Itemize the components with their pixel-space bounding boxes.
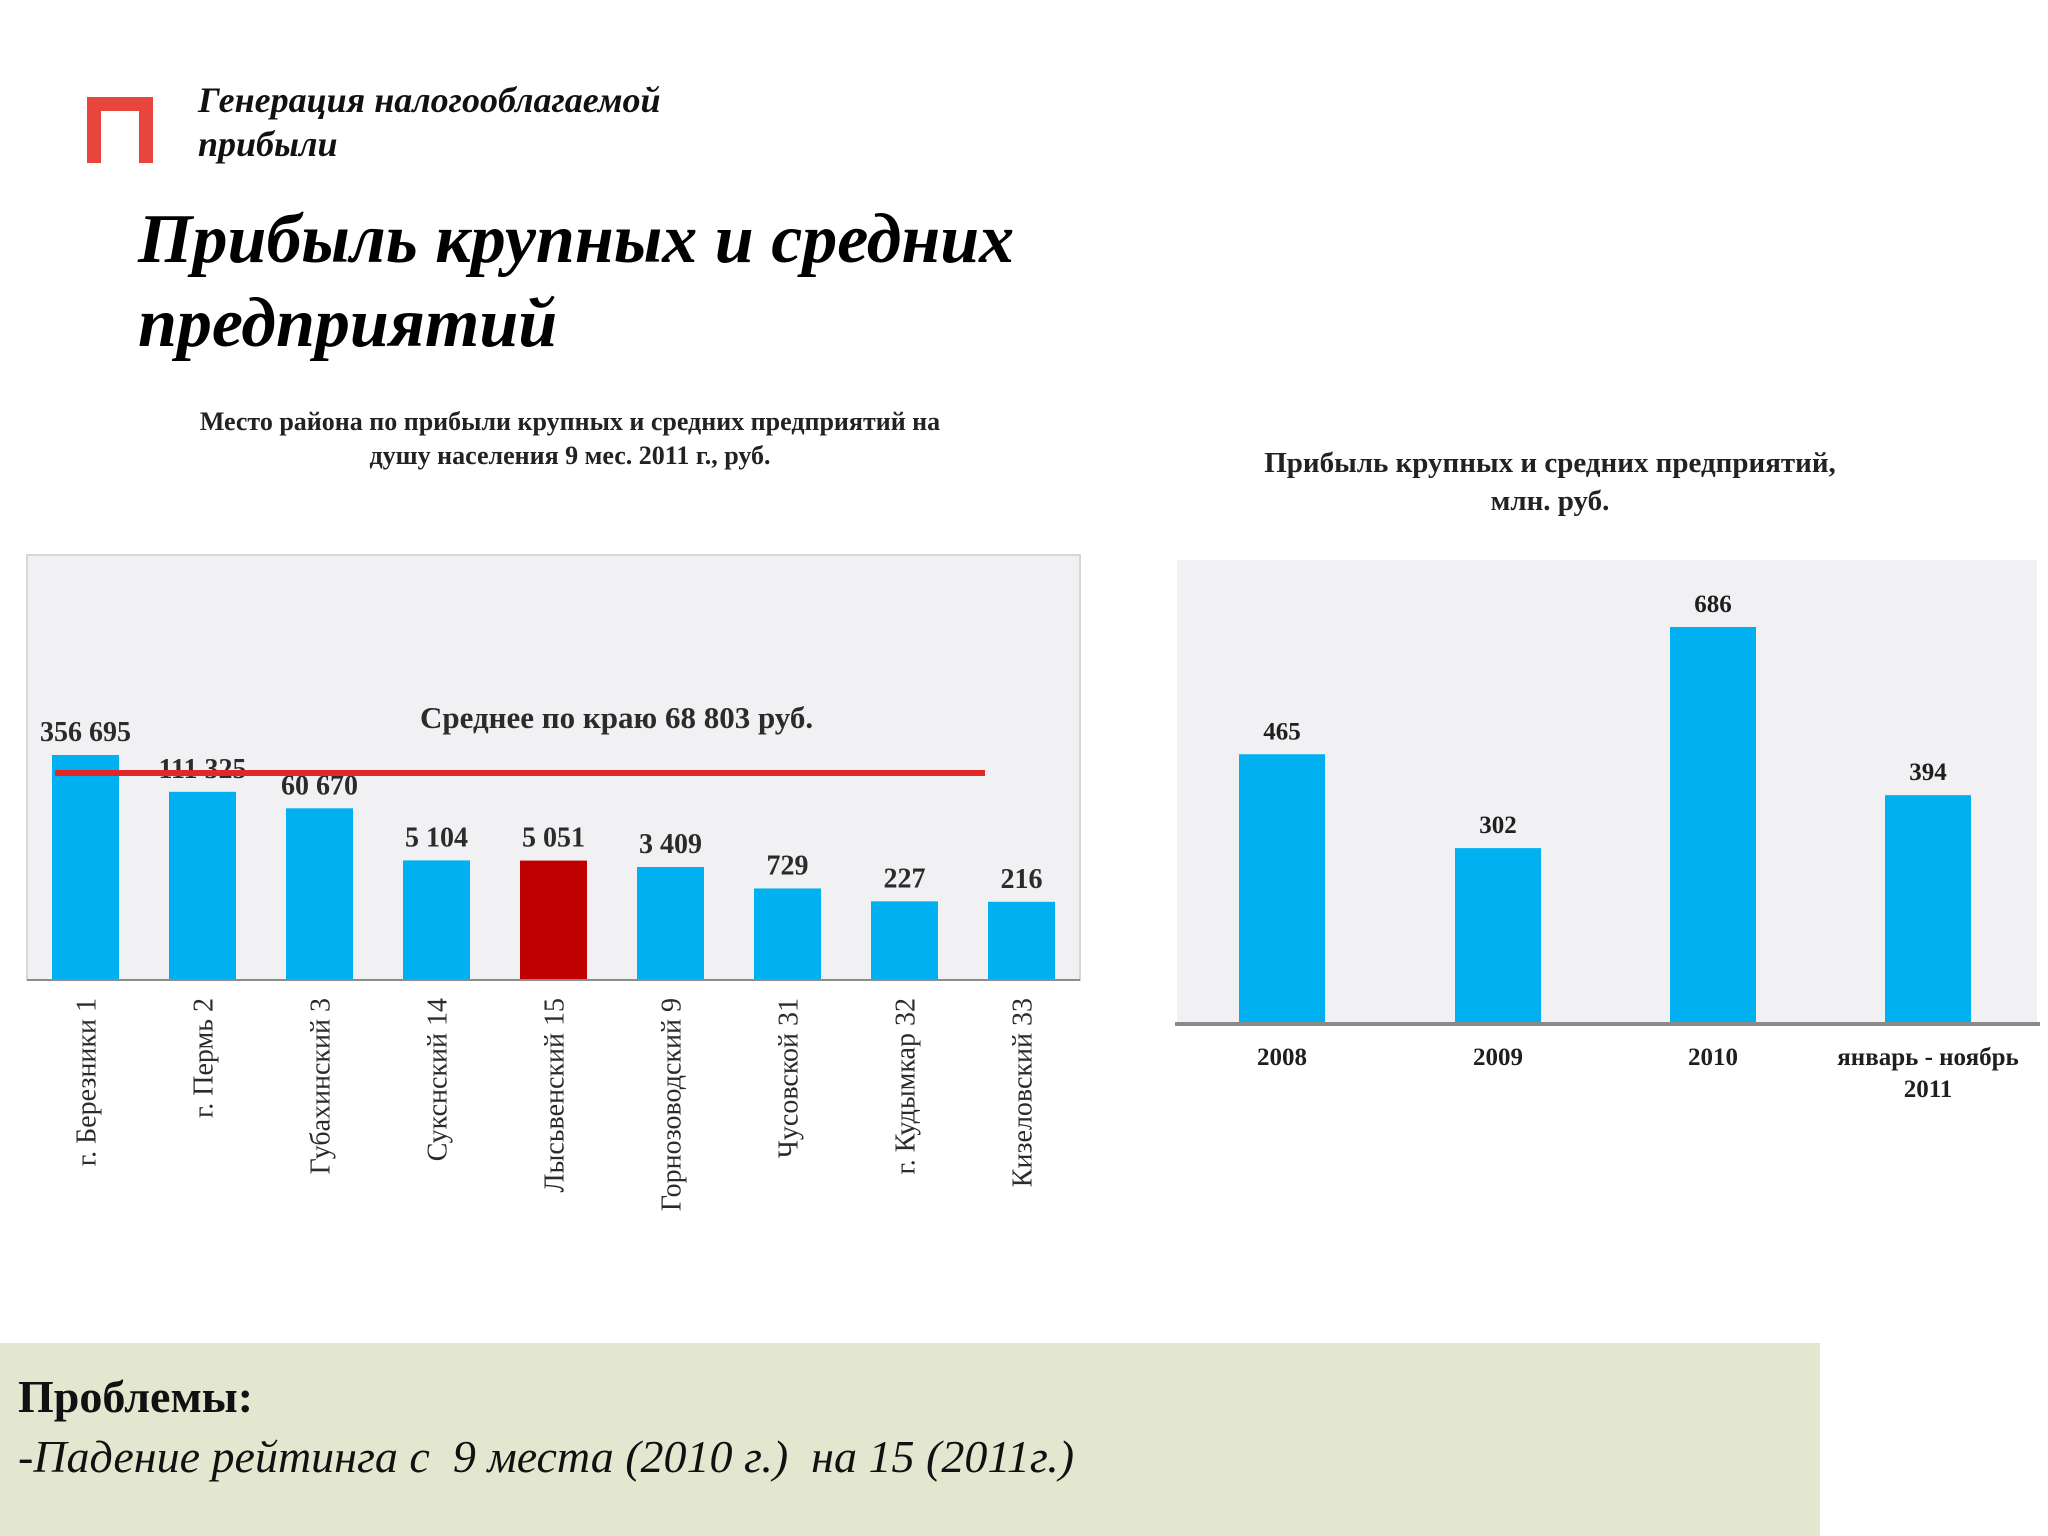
right-category-label: январь - ноябрь	[1837, 1044, 2018, 1071]
logo-icon	[87, 97, 153, 163]
page-title: Прибыль крупных и средних предприятий	[138, 198, 1014, 366]
left-bar	[754, 888, 821, 980]
left-value-label: 3 409	[639, 829, 702, 860]
left-value-label: 729	[767, 850, 809, 881]
left-category-label: г. Кудымкар 32	[891, 998, 922, 1175]
left-category-label: Чусовской 31	[774, 998, 805, 1158]
right-category-label: 2011	[1904, 1076, 1953, 1103]
right-chart-title: Прибыль крупных и средних предприятий, м…	[1150, 444, 1950, 520]
right-value-label: 465	[1263, 718, 1301, 745]
left-category-label: г. Березники 1	[72, 998, 103, 1166]
problems-heading: Проблемы:	[18, 1371, 254, 1422]
left-category-label: Кизеловский 33	[1008, 998, 1039, 1187]
section-subtitle-line1: Генерация налогооблагаемой	[198, 80, 661, 120]
section-subtitle-line2: прибыли	[198, 124, 338, 164]
right-value-label: 394	[1909, 759, 1947, 786]
section-subtitle: Генерация налогооблагаемой прибыли	[198, 78, 661, 166]
right-chart-title-line2: млн. руб.	[1490, 485, 1610, 517]
left-bar	[52, 755, 119, 980]
problems-panel: Проблемы: -Падение рейтинга с 9 места (2…	[0, 1343, 1820, 1536]
profit-by-year-chart: 465 2008 302 2009 686 2010 394 январь - ноябрь 2…	[1175, 560, 2040, 1103]
left-bar	[403, 860, 470, 980]
left-category-label: Сукснский 14	[423, 998, 454, 1161]
left-chart-title-line2: душу населения 9 мес. 2011 г., руб.	[369, 441, 771, 470]
left-value-label: 227	[884, 863, 926, 894]
left-value-label: 216	[1001, 864, 1043, 895]
right-value-label: 302	[1479, 812, 1517, 839]
left-bar	[871, 901, 938, 980]
problems-item: -Падение рейтинга с 9 места (2010 г.) на…	[18, 1431, 1075, 1482]
left-bar	[520, 860, 587, 980]
left-chart-title-line1: Место района по прибыли крупных и средни…	[199, 407, 941, 436]
left-bar	[169, 791, 236, 980]
right-bar	[1885, 795, 1971, 1022]
right-category-label: 2010	[1688, 1044, 1738, 1071]
average-label: Среднее по краю 68 803 руб.	[420, 700, 813, 735]
left-value-label: 111 325	[159, 754, 247, 785]
left-bar	[988, 901, 1055, 980]
page-title-line2: предприятий	[138, 285, 558, 362]
left-chart-title: Место района по прибыли крупных и средни…	[140, 405, 1000, 473]
right-category-label: 2009	[1473, 1044, 1523, 1071]
left-value-label: 356 695	[40, 717, 131, 748]
left-category-label: Лысьвенский 15	[540, 998, 571, 1192]
left-value-label: 5 051	[522, 823, 585, 854]
right-value-label: 686	[1694, 591, 1732, 618]
right-category-label: 2008	[1257, 1044, 1307, 1071]
left-category-label: Горнозоводский 9	[657, 998, 688, 1211]
right-chart-title-line1: Прибыль крупных и средних предприятий,	[1264, 447, 1836, 479]
left-category-label: Губахинский 3	[306, 998, 337, 1174]
right-bar	[1239, 754, 1325, 1022]
right-bar	[1455, 848, 1541, 1022]
left-bar	[637, 867, 704, 980]
left-bar	[286, 808, 353, 980]
right-bar	[1670, 627, 1756, 1022]
left-value-label: 5 104	[405, 822, 468, 853]
left-category-label: г. Пермь 2	[189, 998, 220, 1118]
page-title-line1: Прибыль крупных и средних	[138, 201, 1015, 278]
